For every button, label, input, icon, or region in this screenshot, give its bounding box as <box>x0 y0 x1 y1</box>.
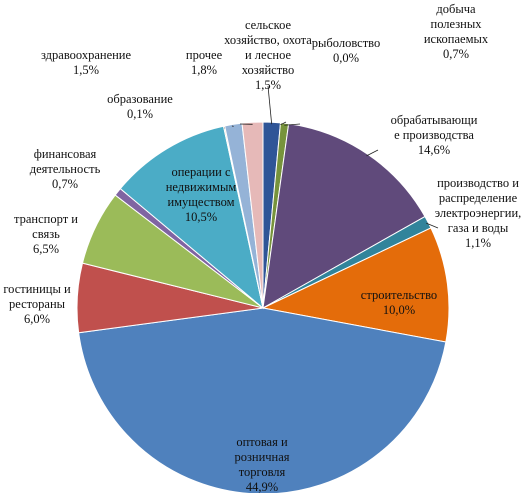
slice-category-label: прочее <box>186 48 223 62</box>
pie-slice <box>261 227 450 343</box>
slice-category-label: здравоохранение <box>41 48 132 62</box>
slice-category-label: транспорт и <box>14 212 78 226</box>
slice-category-label: деятельность <box>30 162 101 176</box>
slice-label: образование 0,1% <box>107 92 173 121</box>
slice-category-label: строительство <box>361 288 437 302</box>
slice-category-label: производство и <box>437 176 519 190</box>
slice-category-label: добыча <box>436 2 476 16</box>
slice-category-label: оптовая и <box>236 435 288 449</box>
slice-category-label: и лесное <box>245 48 292 62</box>
slice-category-label: недвижимым <box>166 180 237 194</box>
slice-category-label: рыболовство <box>312 36 381 50</box>
slice-category-label: рестораны <box>9 297 66 311</box>
slice-value-label: 10,0% <box>383 303 415 317</box>
slice-value-label: 1,5% <box>73 63 99 77</box>
slice-category-label: финансовая <box>34 147 97 161</box>
slice-category-label: торговля <box>239 465 286 479</box>
slice-category-label: распределение <box>439 191 518 205</box>
slice-category-label: обрабатывающи <box>391 113 478 127</box>
slice-label: добыча полезных ископаемых 0,7% <box>424 2 489 61</box>
slice-label: рыболовство 0,0% <box>312 36 381 65</box>
slice-category-label: гостиницы и <box>3 282 71 296</box>
leader-line <box>280 121 287 126</box>
slice-label: транспорт и связь 6,5% <box>14 212 78 256</box>
slice-label: обрабатывающи е производства 14,6% <box>391 113 478 157</box>
slice-label: прочее 1,8% <box>186 48 223 77</box>
pie-slice <box>78 307 447 493</box>
slice-value-label: 0,7% <box>443 47 469 61</box>
slice-category-label: полезных <box>431 17 483 31</box>
slice-value-label: 1,1% <box>465 236 491 250</box>
slice-category-label: газа и воды <box>448 221 509 235</box>
slice-category-label: хозяйство, охота <box>224 33 312 47</box>
leader-line <box>366 149 379 157</box>
slice-category-label: сельское <box>245 18 292 32</box>
pie-slice <box>241 121 264 309</box>
slice-category-label: электроэнергии, <box>435 206 522 220</box>
slice-value-label: 0,1% <box>127 107 153 121</box>
slice-value-label: 0,7% <box>52 177 78 191</box>
pie-slice <box>119 125 264 310</box>
slice-label: операции с недвижимым имуществом 10,5% <box>166 165 237 224</box>
slice-label: сельское хозяйство, охота и лесное хозяйств… <box>224 18 312 92</box>
leader-lines <box>224 85 439 229</box>
slice-value-label: 14,6% <box>418 143 450 157</box>
slice-label: финансовая деятельность 0,7% <box>30 147 101 191</box>
pie-slices <box>76 121 450 493</box>
slice-labels: сельское хозяйство, охота и лесное хозяйств… <box>3 2 521 493</box>
slice-value-label: 1,8% <box>191 63 217 77</box>
leader-line <box>426 222 439 229</box>
leader-line <box>284 123 301 126</box>
slice-category-label: связь <box>32 227 60 241</box>
slice-category-label: образование <box>107 92 173 106</box>
slice-category-label: операции с <box>171 165 230 179</box>
slice-category-label: ископаемых <box>424 32 489 46</box>
slice-value-label: 10,5% <box>185 210 217 224</box>
slice-category-label: хозяйство <box>242 63 294 77</box>
slice-category-label: розничная <box>234 450 289 464</box>
pie-slice <box>262 123 426 309</box>
slice-value-label: 44,9% <box>246 480 278 493</box>
slice-label: строительство 10,0% <box>361 288 437 317</box>
slice-value-label: 6,5% <box>33 242 59 256</box>
slice-label: оптовая и розничная торговля 44,9% <box>234 435 289 493</box>
leader-line <box>267 85 273 125</box>
slice-value-label: 0,0% <box>333 51 359 65</box>
slice-category-label: имуществом <box>167 195 234 209</box>
slice-label: производство и распределение электроэнерги… <box>435 176 522 250</box>
slice-label: здравоохранение 1,5% <box>41 48 132 77</box>
slice-label: гостиницы и рестораны 6,0% <box>3 282 71 326</box>
slice-category-label: е производства <box>394 128 474 142</box>
slice-value-label: 1,5% <box>255 78 281 92</box>
slice-value-label: 6,0% <box>24 312 50 326</box>
